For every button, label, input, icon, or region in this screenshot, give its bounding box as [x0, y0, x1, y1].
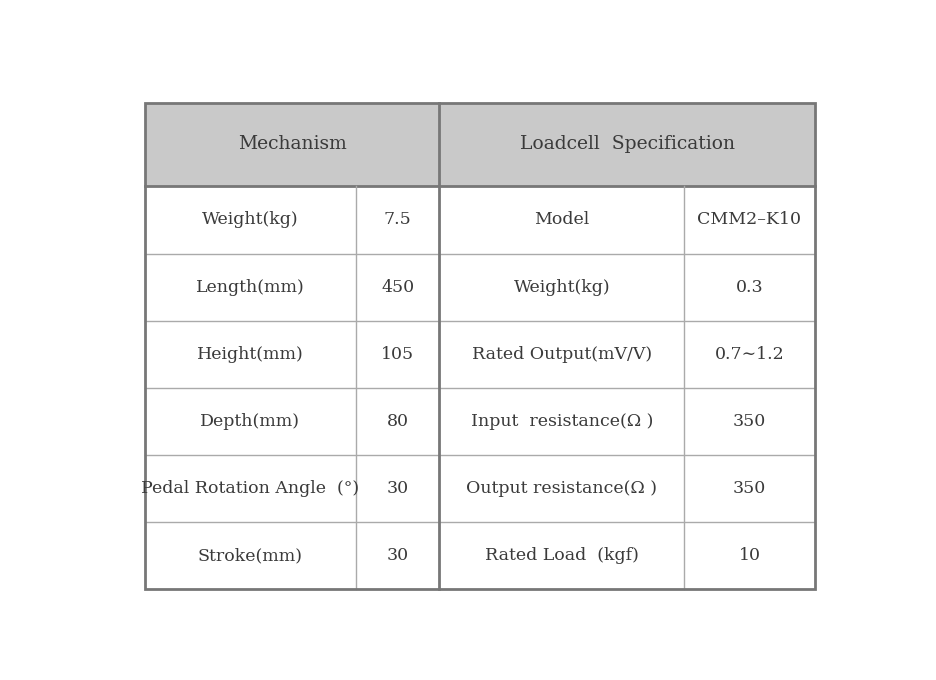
- Text: Stroke(mm): Stroke(mm): [197, 547, 302, 564]
- Text: Weight(kg): Weight(kg): [202, 211, 299, 228]
- Text: Mechanism: Mechanism: [238, 135, 346, 154]
- Text: Weight(kg): Weight(kg): [514, 279, 610, 296]
- Text: 30: 30: [387, 480, 409, 497]
- Text: Length(mm): Length(mm): [196, 279, 304, 296]
- Text: 105: 105: [381, 346, 414, 363]
- Text: Input  resistance(Ω ): Input resistance(Ω ): [471, 413, 653, 430]
- Text: Height(mm): Height(mm): [197, 346, 303, 363]
- Text: 7.5: 7.5: [384, 211, 412, 228]
- Text: 450: 450: [381, 279, 414, 296]
- Text: 350: 350: [733, 480, 766, 497]
- Text: 30: 30: [387, 547, 409, 564]
- Bar: [144, 103, 815, 186]
- Text: 0.3: 0.3: [736, 279, 763, 296]
- Text: 350: 350: [733, 413, 766, 430]
- Text: 0.7∼1.2: 0.7∼1.2: [714, 346, 784, 363]
- Text: Model: Model: [534, 211, 590, 228]
- Text: CMM2–K10: CMM2–K10: [697, 211, 801, 228]
- Text: Rated Load  (kgf): Rated Load (kgf): [485, 547, 638, 564]
- Text: Rated Output(mV/V): Rated Output(mV/V): [472, 346, 651, 363]
- Text: 80: 80: [387, 413, 409, 430]
- Text: Output resistance(Ω ): Output resistance(Ω ): [466, 480, 657, 497]
- Text: Pedal Rotation Angle  (°): Pedal Rotation Angle (°): [141, 480, 359, 497]
- Text: Loadcell  Specification: Loadcell Specification: [519, 135, 735, 154]
- Text: Depth(mm): Depth(mm): [200, 413, 300, 430]
- Text: 10: 10: [739, 547, 760, 564]
